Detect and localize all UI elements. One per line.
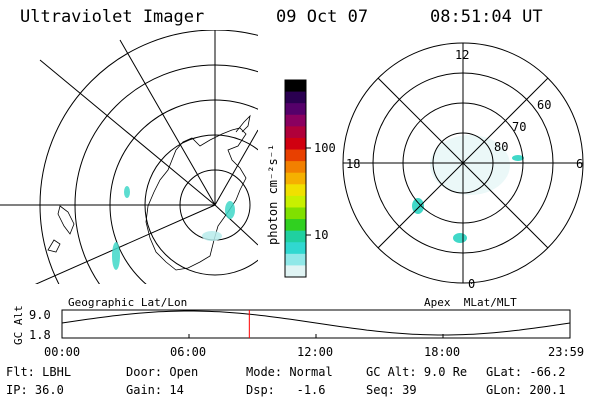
mlat-label-60: 60 (537, 98, 552, 112)
colorbar-band (285, 161, 306, 174)
info-glon: GLon: 200.1 (486, 383, 566, 397)
colorbar (285, 80, 306, 278)
info-glat: GLat: -66.2 (486, 365, 566, 379)
mlt-label-0: 0 (468, 277, 476, 291)
colorbar-tick-100: 100 (314, 141, 336, 155)
mlat-label-70: 70 (512, 120, 527, 134)
colorbar-band (285, 195, 306, 208)
apex-map (342, 42, 584, 284)
colorbar-band (285, 253, 306, 266)
colorbar-band (285, 265, 306, 278)
xtick-1200: 12:00 (297, 345, 334, 359)
colorbar-band (285, 114, 306, 127)
xtick-2359: 23:59 (548, 345, 585, 359)
time-label: 08:51:04 UT (430, 7, 543, 27)
mlt-label-18: 18 (346, 157, 361, 171)
colorbar-band (285, 230, 306, 243)
colorbar-band (285, 242, 306, 255)
colorbar-band (285, 219, 306, 232)
colorbar-band (285, 184, 306, 197)
info-gc-alt: GC Alt: 9.0 Re (366, 365, 468, 379)
date-label: 09 Oct 07 (276, 7, 369, 27)
colorbar-band (285, 126, 306, 139)
info-door: Door: Open (126, 365, 199, 379)
altitude-ytick-9: 9.0 (29, 308, 51, 322)
xtick-0000: 00:00 (44, 345, 81, 359)
colorbar-band (285, 172, 306, 185)
colorbar-band (285, 137, 306, 151)
mlt-label-12: 12 (455, 48, 470, 62)
colorbar-band (285, 91, 306, 104)
colorbar-band (285, 207, 306, 220)
info-ip: IP: 36.0 (6, 383, 64, 397)
xtick-0600: 06:00 (170, 345, 207, 359)
info-gain: Gain: 14 (126, 383, 184, 397)
altitude-plot (61, 309, 571, 339)
xtick-1800: 18:00 (424, 345, 461, 359)
apex-map-label: Apex MLat/MLT (424, 296, 517, 309)
info-flt: Flt: LBHL (6, 365, 72, 379)
altitude-ytick-1-8: 1.8 (29, 328, 51, 342)
info-dsp: Dsp: -1.6 (246, 383, 326, 397)
geographic-map-label: Geographic Lat/Lon (68, 296, 188, 309)
altitude-ylabel: GC Alt (12, 305, 25, 345)
info-mode: Mode: Normal (246, 365, 333, 379)
mlat-label-80: 80 (494, 140, 509, 154)
colorbar-band (285, 149, 306, 162)
info-seq: Seq: 39 (366, 383, 417, 397)
colorbar-band (285, 80, 306, 93)
colorbar-band (285, 103, 306, 116)
geographic-map (0, 30, 258, 284)
colorbar-unit-label: photon cm⁻²s⁻¹ (266, 143, 280, 245)
mlt-label-6: 6 (576, 157, 584, 171)
instrument-title: Ultraviolet Imager (20, 7, 205, 27)
colorbar-tick-10: 10 (314, 228, 329, 242)
